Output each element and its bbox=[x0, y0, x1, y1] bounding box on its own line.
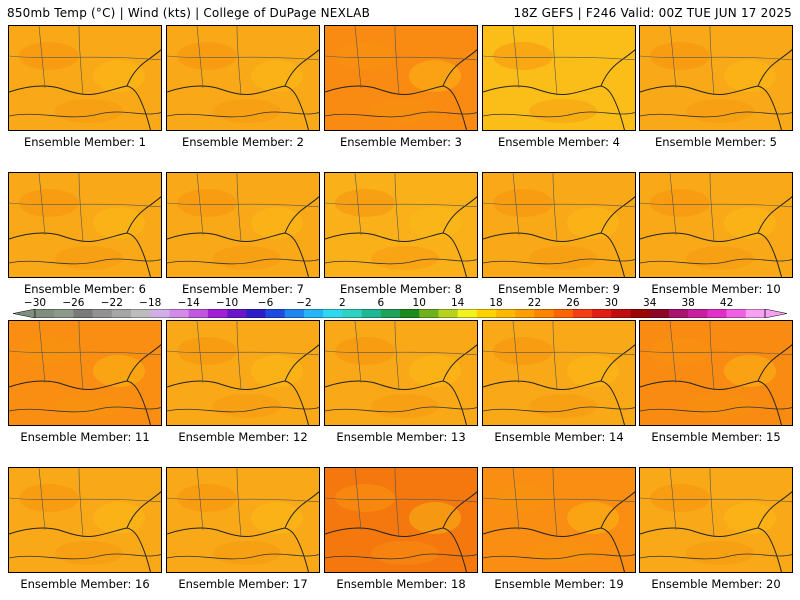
colorbar-tick-label: 22 bbox=[527, 297, 542, 309]
ensemble-member-label: Ensemble Member: 2 bbox=[182, 135, 304, 149]
ensemble-map-panel bbox=[324, 467, 478, 573]
run-valid-time: 18Z GEFS | F246 Valid: 00Z TUE JUN 17 20… bbox=[513, 6, 792, 20]
colorbar-tick-label: 10 bbox=[412, 297, 426, 309]
colorbar-tick-label: −6 bbox=[257, 297, 274, 309]
ensemble-map-panel bbox=[482, 172, 636, 278]
ensemble-member-label: Ensemble Member: 19 bbox=[494, 577, 624, 591]
ensemble-member-label: Ensemble Member: 13 bbox=[336, 430, 466, 444]
ensemble-map-panel bbox=[324, 320, 478, 426]
colorbar-tick-label: 34 bbox=[643, 297, 657, 309]
ensemble-member-label: Ensemble Member: 5 bbox=[655, 135, 777, 149]
colorbar-tick-label: 38 bbox=[681, 297, 695, 309]
ensemble-map-panel bbox=[8, 320, 162, 426]
colorbar-tick-label: 42 bbox=[719, 297, 734, 309]
ensemble-member-label: Ensemble Member: 9 bbox=[498, 282, 620, 296]
ensemble-member-label: Ensemble Member: 3 bbox=[340, 135, 462, 149]
colorbar-tick-label: −2 bbox=[296, 297, 312, 309]
ensemble-member-label: Ensemble Member: 20 bbox=[651, 577, 781, 591]
ensemble-map-panel bbox=[482, 25, 636, 131]
ensemble-map-panel bbox=[324, 25, 478, 131]
colorbar-tick-label: −14 bbox=[177, 297, 200, 309]
ensemble-member-label: Ensemble Member: 8 bbox=[340, 282, 462, 296]
ensemble-map-panel bbox=[639, 25, 793, 131]
colorbar-tick-label: 18 bbox=[489, 297, 503, 309]
ensemble-member-label: Ensemble Member: 4 bbox=[498, 135, 620, 149]
temperature-colorbar bbox=[13, 309, 787, 318]
ensemble-member-label: Ensemble Member: 16 bbox=[20, 577, 150, 591]
ensemble-map-panel bbox=[166, 467, 320, 573]
ensemble-member-label: Ensemble Member: 7 bbox=[182, 282, 304, 296]
ensemble-map-panel bbox=[166, 25, 320, 131]
ensemble-map-panel bbox=[166, 320, 320, 426]
ensemble-member-label: Ensemble Member: 1 bbox=[24, 135, 146, 149]
colorbar-tick-label: −26 bbox=[62, 297, 85, 309]
ensemble-map-panel bbox=[482, 320, 636, 426]
colorbar-tick-label: 14 bbox=[450, 297, 465, 309]
ensemble-map-panel bbox=[8, 172, 162, 278]
ensemble-member-label: Ensemble Member: 18 bbox=[336, 577, 466, 591]
ensemble-map-panel bbox=[639, 320, 793, 426]
ensemble-map-panel bbox=[166, 172, 320, 278]
ensemble-member-label: Ensemble Member: 17 bbox=[178, 577, 308, 591]
ensemble-member-label: Ensemble Member: 12 bbox=[178, 430, 308, 444]
ensemble-member-label: Ensemble Member: 10 bbox=[651, 282, 781, 296]
ensemble-map-panel bbox=[482, 467, 636, 573]
colorbar-tick-label: −30 bbox=[23, 297, 47, 309]
colorbar-tick-label: 2 bbox=[339, 297, 346, 309]
colorbar-tick-label: −18 bbox=[139, 297, 162, 309]
colorbar-tick-label: 26 bbox=[566, 297, 580, 309]
ensemble-map-panel bbox=[639, 172, 793, 278]
ensemble-member-label: Ensemble Member: 15 bbox=[651, 430, 781, 444]
ensemble-member-label: Ensemble Member: 11 bbox=[20, 430, 150, 444]
ensemble-member-label: Ensemble Member: 14 bbox=[494, 430, 624, 444]
ensemble-map-panel bbox=[639, 467, 793, 573]
ensemble-map-panel bbox=[324, 172, 478, 278]
colorbar-tick-label: −10 bbox=[216, 297, 239, 309]
ensemble-member-label: Ensemble Member: 6 bbox=[24, 282, 146, 296]
map-title: 850mb Temp (°C) | Wind (kts) | College o… bbox=[7, 6, 371, 20]
colorbar-tick-label: −22 bbox=[100, 297, 123, 309]
colorbar-tick-label: 6 bbox=[377, 297, 385, 309]
colorbar-tick-label: 30 bbox=[604, 297, 618, 309]
ensemble-map-panel bbox=[8, 467, 162, 573]
ensemble-map-panel bbox=[8, 25, 162, 131]
